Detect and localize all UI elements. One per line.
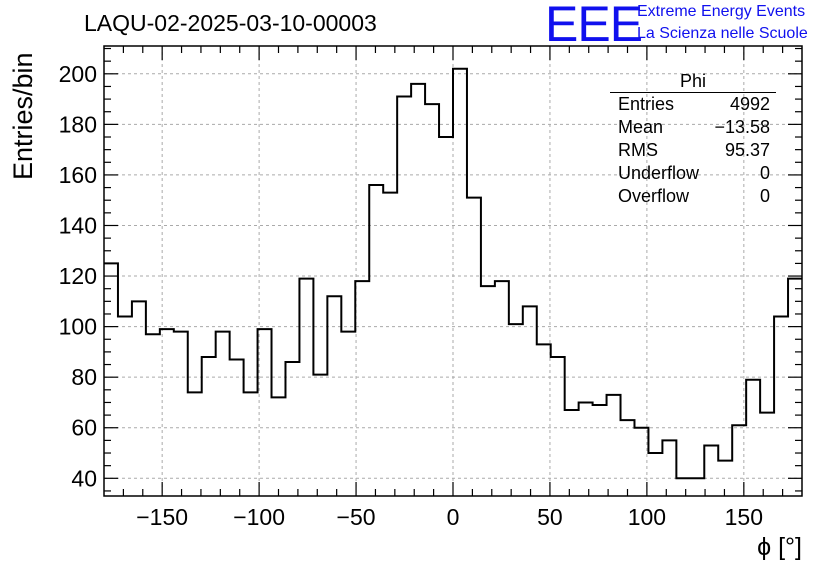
y-tick-label: 100: [59, 314, 97, 340]
stats-label: RMS: [618, 140, 658, 160]
histogram-bin: [313, 375, 327, 496]
x-axis-label: ϕ [°]: [757, 533, 802, 561]
histogram-bin: [523, 306, 537, 496]
brand-line-2: La Scienza nelle Scuole: [637, 25, 808, 42]
histogram-bin: [439, 137, 453, 496]
y-tick-label: 120: [59, 263, 97, 289]
stats-title: Phi: [610, 72, 776, 93]
histogram-outline: [104, 67, 802, 480]
histogram-bin: [746, 380, 760, 496]
histogram-bin: [760, 413, 774, 496]
y-tick-label: 200: [59, 61, 97, 87]
tick-labels: −150 −100 −50 0 50 100 150 40 60 80 100 120 140 160 18…: [59, 61, 763, 530]
stats-row-entries: Entries 4992: [610, 93, 776, 116]
x-tick-label: −100: [233, 504, 285, 530]
histogram-bin: [607, 395, 621, 496]
y-axis-label: Entries/bin: [8, 52, 38, 180]
histogram-bin: [258, 329, 272, 496]
histogram-bin: [537, 344, 551, 496]
x-tick-label: −50: [337, 504, 376, 530]
stats-value: 0: [759, 163, 770, 183]
x-tick-label: 150: [725, 504, 763, 530]
histogram-bin: [327, 296, 341, 496]
y-tick-label: 40: [71, 465, 97, 491]
stats-value: 95.37: [724, 140, 770, 160]
histogram-bin: [788, 279, 802, 496]
brand-line-1: Extreme Energy Events: [637, 3, 806, 20]
histogram-bin: [411, 84, 425, 496]
x-tick-label: 50: [537, 504, 563, 530]
y-tick-label: 180: [59, 111, 97, 137]
histogram-bin: [160, 329, 174, 496]
histogram-bin: [397, 97, 411, 496]
histogram-bin: [509, 324, 523, 496]
y-tick-label: 60: [71, 415, 97, 441]
histogram-bin: [299, 279, 313, 496]
histogram-bin: [341, 332, 355, 496]
histogram-bin: [579, 402, 593, 496]
histogram-bin: [704, 445, 718, 496]
stats-value: −13.58: [714, 117, 770, 137]
histogram-bin: [467, 198, 481, 496]
histogram-bin: [104, 263, 118, 496]
histogram-bin: [146, 334, 160, 496]
histogram-bin: [593, 405, 607, 496]
stats-row-underflow: Underflow 0: [610, 162, 776, 185]
histogram-bin: [495, 281, 509, 496]
stats-label: Overflow: [618, 186, 690, 206]
histogram-series: [104, 67, 802, 496]
stats-value: 0: [759, 186, 770, 206]
histogram-bin: [565, 410, 579, 496]
histogram-bin: [174, 332, 188, 496]
stats-label: Entries: [618, 94, 675, 114]
x-tick-label: 0: [447, 504, 460, 530]
histogram-bin: [676, 478, 690, 496]
histogram-bin: [690, 478, 704, 496]
histogram-bin: [355, 281, 369, 496]
histogram-bin: [285, 362, 299, 496]
histogram-bin: [551, 357, 565, 496]
histogram-bin: [425, 104, 439, 496]
x-tick-label: 100: [628, 504, 666, 530]
histogram-bin: [481, 286, 495, 496]
stats-row-overflow: Overflow 0: [610, 185, 776, 208]
histogram-bin: [718, 461, 732, 496]
histogram-bin: [453, 69, 467, 496]
histogram-bin: [648, 453, 662, 496]
x-tick-label: −150: [136, 504, 188, 530]
histogram-bin: [774, 317, 788, 496]
stats-box: Phi Entries 4992 Mean −13.58 RMS 95.37 U…: [610, 72, 776, 208]
axis-ticks: [104, 46, 802, 496]
y-tick-label: 140: [59, 212, 97, 238]
histogram-bin: [216, 332, 230, 496]
stats-label: Underflow: [618, 163, 700, 183]
eee-logo: EEE: [545, 0, 643, 52]
stats-label: Mean: [618, 117, 664, 137]
histogram-bin: [272, 397, 286, 496]
histogram-bin: [383, 193, 397, 496]
histogram-bin: [132, 301, 146, 496]
histogram-bin: [621, 420, 635, 496]
histogram-bin: [244, 392, 258, 496]
histogram-bin: [230, 359, 244, 496]
chart-title: LAQU-02-2025-03-10-00003: [84, 10, 377, 36]
histogram-bin: [202, 357, 216, 496]
histogram-bin: [118, 317, 132, 496]
histogram-bin: [188, 392, 202, 496]
y-tick-label: 80: [71, 364, 97, 390]
histogram-bin: [662, 440, 676, 496]
stats-row-rms: RMS 95.37: [610, 139, 776, 162]
stats-row-mean: Mean −13.58: [610, 116, 776, 139]
y-tick-label: 160: [59, 162, 97, 188]
stats-value: 4992: [729, 94, 770, 114]
histogram-bin: [369, 185, 383, 496]
